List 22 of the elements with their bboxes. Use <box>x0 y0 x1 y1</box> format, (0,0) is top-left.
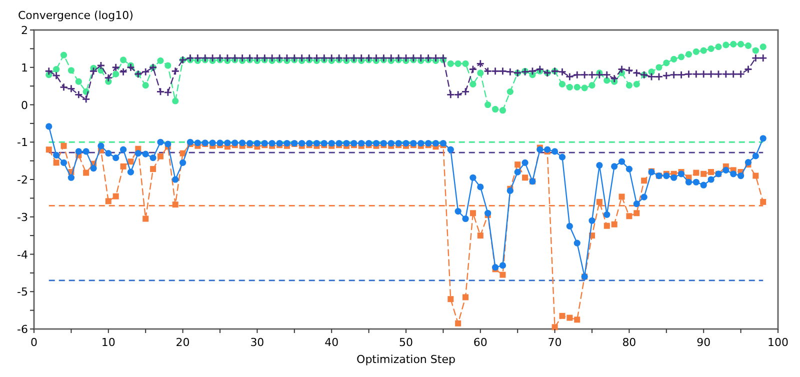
x-tick-label: 20 <box>176 336 190 349</box>
y-tick-label: 1 <box>21 61 28 74</box>
y-tick-label: -4 <box>17 248 28 262</box>
y-tick-label: -1 <box>17 136 28 150</box>
y-tick-label: -5 <box>17 286 28 299</box>
x-axis-title: Optimization Step <box>356 353 456 366</box>
y-tick-label: -3 <box>17 210 28 224</box>
x-tick-label: 70 <box>548 336 562 349</box>
y-tick-label: 2 <box>21 24 28 37</box>
x-tick-label: 30 <box>250 336 264 349</box>
y-axis-title: Convergence (log10) <box>18 9 134 22</box>
x-tick-label: 60 <box>473 336 488 349</box>
x-tick-label: 90 <box>696 336 711 349</box>
y-tick-label: 0 <box>21 98 28 112</box>
x-tick-label: 50 <box>399 336 413 349</box>
x-tick-label: 40 <box>324 336 339 349</box>
x-tick-label: 80 <box>622 336 636 349</box>
x-tick-label: 100 <box>768 336 788 349</box>
y-tick-label: -2 <box>17 174 28 186</box>
y-tick-label: -6 <box>17 323 28 336</box>
x-tick-label: 10 <box>101 336 116 349</box>
x-tick-label: 0 <box>30 336 38 349</box>
